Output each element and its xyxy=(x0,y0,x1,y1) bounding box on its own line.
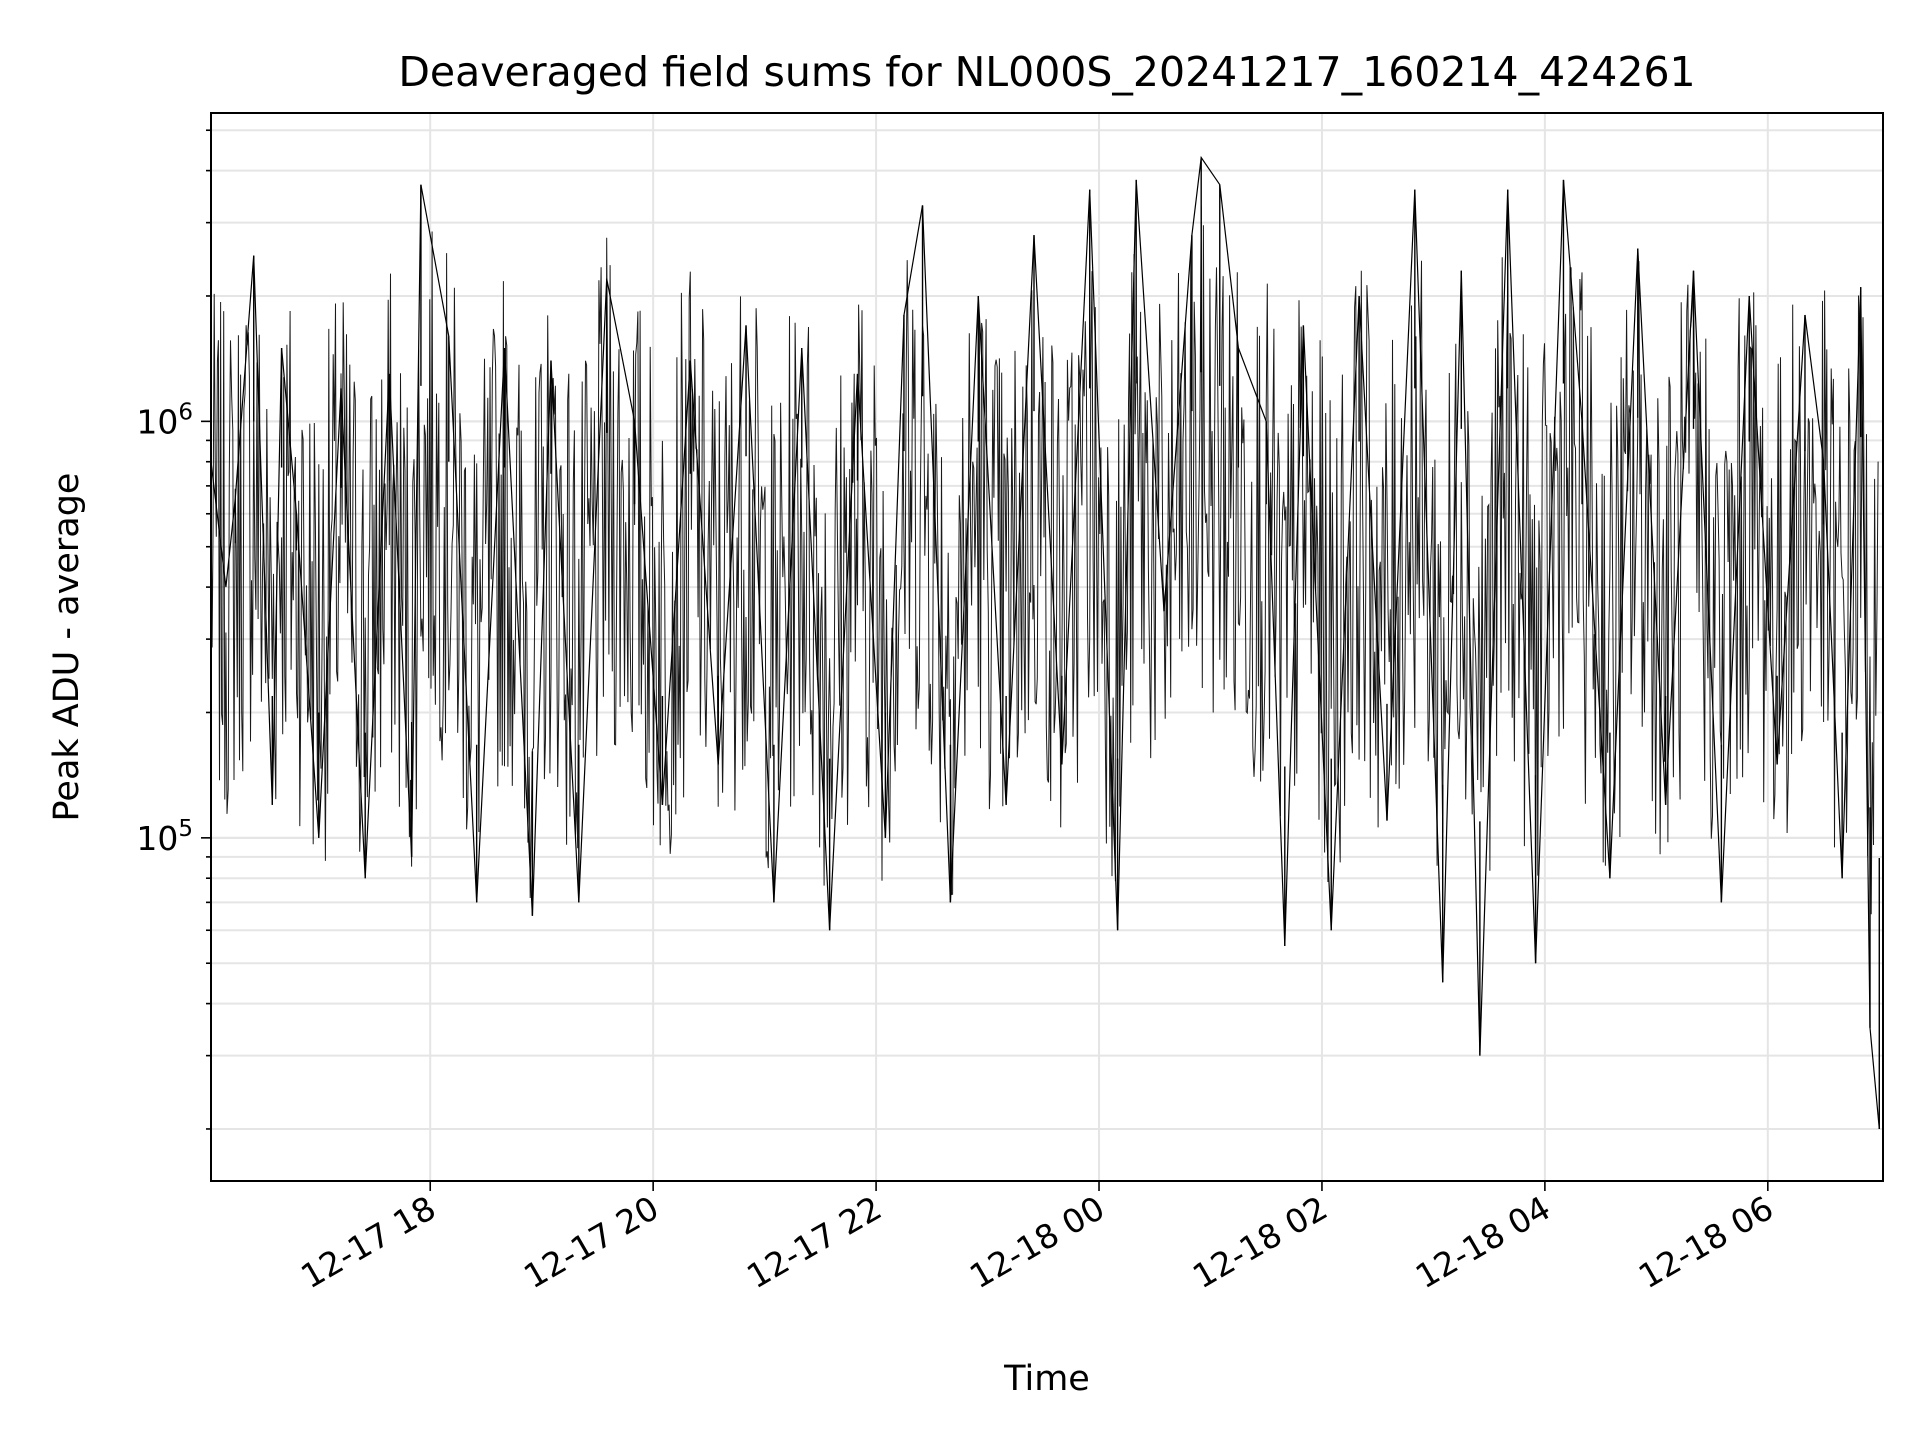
x-tick-label: 12-18 04 xyxy=(1409,1188,1557,1296)
y-tick-label: 105 xyxy=(136,816,193,858)
x-tick-label: 12-17 22 xyxy=(740,1188,888,1296)
chart-title: Deaveraged field sums for NL000S_2024121… xyxy=(398,48,1695,96)
plot-area xyxy=(211,155,1880,1130)
x-tick-label: 12-17 20 xyxy=(517,1188,665,1296)
x-tick-label: 12-18 06 xyxy=(1632,1188,1780,1296)
x-tick-label: 12-18 02 xyxy=(1186,1188,1334,1296)
series-line xyxy=(211,155,1880,1130)
plot-frame xyxy=(210,112,1884,1182)
x-tick-label: 12-18 00 xyxy=(963,1188,1111,1296)
series-noise-line xyxy=(211,206,1879,915)
data-layer xyxy=(211,155,1880,1130)
x-tick-label: 12-17 18 xyxy=(294,1188,442,1296)
y-tick-label: 106 xyxy=(136,399,193,441)
x-axis-label: Time xyxy=(1003,1359,1090,1399)
y-axis-label: Peak ADU - average xyxy=(47,473,87,822)
